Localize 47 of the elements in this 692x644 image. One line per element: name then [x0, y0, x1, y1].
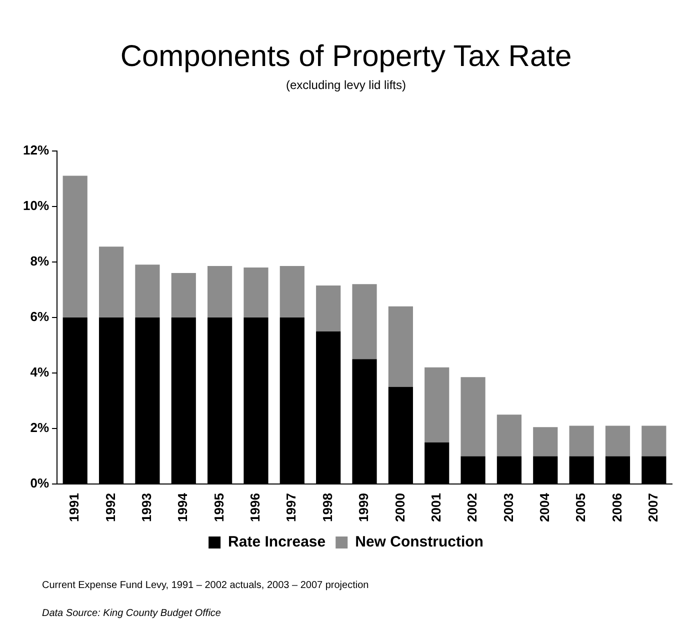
bar: [388, 306, 413, 387]
legend-label: New Construction: [355, 534, 484, 551]
bar: [496, 414, 522, 456]
y-tick-label: 4%: [30, 364, 50, 380]
x-tick-label: 1998: [320, 493, 335, 522]
x-tick-label: 1994: [175, 492, 190, 522]
bar: [605, 426, 630, 456]
x-tick-label: 1997: [284, 493, 299, 522]
bar: [62, 176, 88, 318]
bar: [208, 266, 232, 318]
x-tick-label: 2003: [500, 493, 516, 522]
x-tick-label: 1995: [211, 493, 226, 522]
bar: [98, 246, 124, 318]
source-note: Data Source: King County Budget Office: [42, 607, 222, 621]
y-tick-label: 12%: [22, 142, 50, 158]
bar: [135, 264, 160, 318]
y-tick-label: 2%: [30, 420, 50, 436]
bar: [533, 427, 558, 456]
text: Current Expense Fund Levy, 1991 – 2002 actuals, 2003 – 2007 projection: [42, 579, 369, 593]
bar: [280, 266, 304, 318]
x-tick-label: 2000: [392, 493, 408, 522]
bar: [569, 426, 594, 456]
y-tick-label: 10%: [22, 198, 50, 213]
bar: [244, 267, 268, 318]
bar: [352, 284, 377, 360]
bar: [316, 286, 341, 332]
bar: [171, 273, 196, 318]
x-tick-label: 2005: [573, 493, 588, 522]
x-tick-label: 2007: [645, 493, 660, 522]
bar: [424, 367, 450, 442]
chart-title: Components of Property Tax Rate: [119, 40, 573, 74]
legend-label: Rate Increase: [228, 534, 326, 551]
x-tick-label: 2004: [536, 492, 552, 522]
y-tick-label: 8%: [30, 253, 50, 268]
x-tick-label: 1991: [66, 493, 82, 522]
chart-subtitle: (excluding levy lid lifts): [284, 78, 408, 92]
bar: [642, 426, 666, 456]
y-tick-label: 6%: [30, 309, 50, 324]
x-tick-label: 2002: [464, 493, 480, 522]
x-tick-label: 1996: [248, 493, 263, 522]
x-tick-label: 1993: [139, 493, 154, 522]
bar: [460, 377, 486, 456]
x-tick-label: 1999: [356, 493, 372, 522]
x-tick-label: 1992: [102, 493, 118, 522]
x-tick-label: 2006: [609, 493, 624, 522]
y-tick-label: 0%: [30, 476, 50, 491]
x-tick-label: 2001: [428, 493, 444, 522]
